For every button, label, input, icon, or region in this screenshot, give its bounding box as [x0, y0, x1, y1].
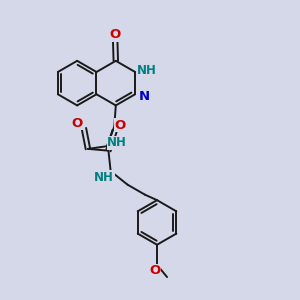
Text: O: O: [114, 119, 126, 132]
Text: NH: NH: [94, 171, 114, 184]
Text: O: O: [110, 28, 121, 41]
Text: N: N: [139, 90, 150, 103]
Text: NH: NH: [107, 136, 127, 149]
Text: O: O: [149, 264, 160, 277]
Text: O: O: [72, 116, 83, 130]
Text: NH: NH: [136, 64, 156, 77]
